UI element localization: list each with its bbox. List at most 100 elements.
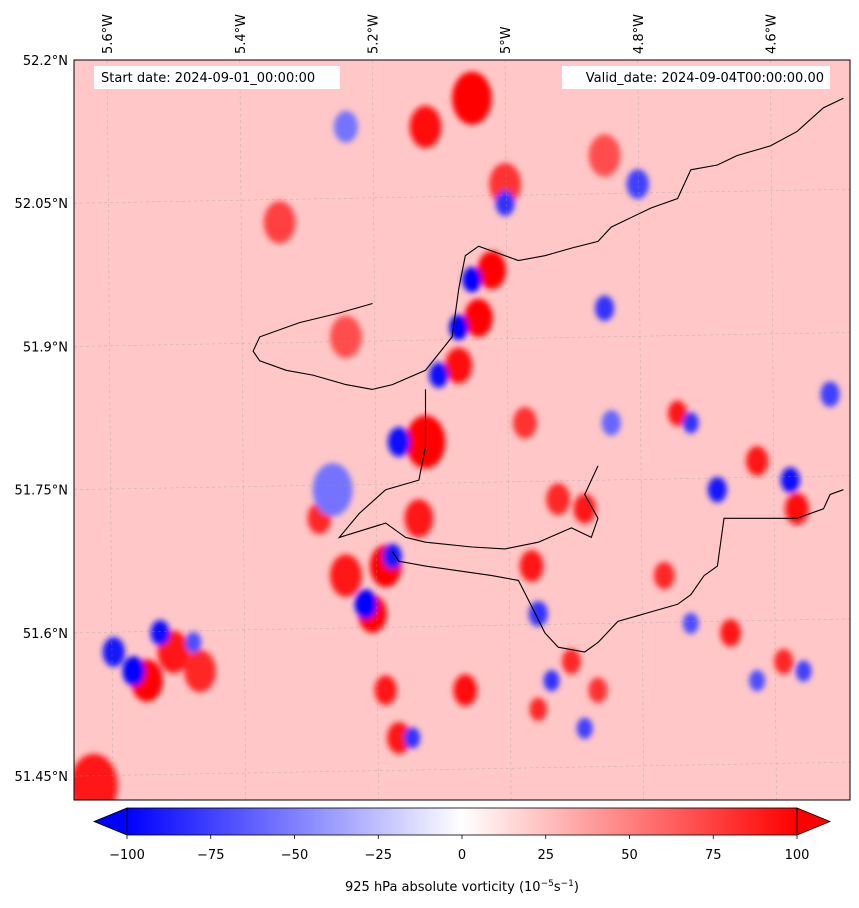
lat-tick-label: 51.6°N	[23, 627, 68, 642]
colorbar-tick-label: −25	[365, 848, 392, 863]
longitude-tick-labels: 5.6°W 5.4°W 5.2°W 5°W 4.8°W 4.6°W	[101, 14, 779, 54]
positive-vorticity-patch	[529, 697, 548, 721]
colorbar-tick-label: −75	[197, 848, 224, 863]
negative-vorticity-patch	[102, 637, 125, 667]
positive-vorticity-patch	[774, 648, 794, 675]
colorbar-tick-label: −100	[109, 848, 145, 863]
colorbar-tick-label: −50	[281, 848, 308, 863]
positive-vorticity-patch	[588, 134, 621, 177]
colorbar-tick-label: 75	[705, 848, 722, 863]
lon-tick-label: 5.4°W	[234, 14, 249, 54]
negative-vorticity-patch	[429, 362, 449, 388]
positive-vorticity-patch	[404, 499, 434, 538]
positive-vorticity-patch	[519, 550, 544, 582]
negative-vorticity-patch	[185, 631, 202, 654]
colorbar-title-exp1: −5	[541, 879, 554, 889]
negative-vorticity-patch	[333, 110, 358, 143]
negative-vorticity-patch	[626, 169, 649, 199]
coastline	[252, 302, 373, 390]
negative-vorticity-patch	[462, 266, 482, 293]
latitude-tick-labels: 52.2°N 52.05°N 51.9°N 51.75°N 51.6°N 51.45°N	[15, 54, 68, 785]
positive-vorticity-patch	[453, 674, 478, 707]
negative-vorticity-patch	[682, 412, 699, 434]
colorbar-tick-label: 0	[458, 848, 466, 863]
lat-tick-label: 52.05°N	[15, 197, 68, 212]
colorbar-extend-max	[796, 807, 832, 836]
map-area	[74, 60, 850, 800]
positive-vorticity-patch	[561, 648, 581, 675]
negative-vorticity-patch	[543, 670, 560, 692]
positive-vorticity-patch	[785, 492, 809, 525]
colorbar-title-exp2: −1	[561, 879, 574, 889]
negative-vorticity-patch	[601, 410, 621, 436]
positive-vorticity-patch	[653, 561, 675, 590]
positive-vorticity-patch	[263, 201, 296, 244]
positive-vorticity-patch	[374, 675, 397, 706]
negative-vorticity-patch	[820, 381, 840, 407]
colorbar-title-unit: s	[554, 880, 561, 895]
positive-vorticity-patch	[330, 554, 362, 597]
positive-vorticity-patch	[184, 649, 216, 693]
colorbar-title-close: )	[574, 880, 579, 895]
colorbar-title-main: 925 hPa absolute vorticity (10	[345, 880, 541, 895]
positive-vorticity-patch	[588, 677, 608, 703]
positive-vorticity-patch	[452, 71, 492, 125]
negative-vorticity-patch	[528, 601, 548, 627]
positive-vorticity-patch	[477, 250, 507, 290]
positive-vorticity-patch	[489, 162, 522, 206]
positive-vorticity-patch	[330, 315, 362, 359]
colorbar-tick-label: 100	[785, 848, 810, 863]
info-boxes: Start date: 2024-09-01_00:00:00 Valid_da…	[94, 66, 830, 89]
valid-date-label: Valid_date: 2024-09-04T00:00:00.00	[586, 71, 824, 86]
negative-vorticity-patch	[707, 476, 727, 503]
negative-vorticity-patch	[404, 727, 421, 749]
negative-vorticity-patch	[780, 467, 800, 493]
colorbar-extend-min	[92, 807, 128, 836]
positive-vorticity-patch	[668, 400, 688, 427]
negative-vorticity-patch	[354, 589, 377, 620]
lon-tick-label: 4.8°W	[632, 14, 647, 54]
negative-vorticity-patch	[495, 190, 515, 216]
coastline	[337, 389, 599, 550]
positive-vorticity-patch	[720, 619, 741, 647]
start-date-box	[94, 66, 340, 89]
negative-vorticity-patch	[122, 656, 145, 686]
positive-vorticity-patch	[746, 446, 769, 476]
negative-vorticity-patch	[595, 295, 615, 321]
positive-vorticity-patch	[464, 298, 493, 337]
negative-vorticity-patch	[576, 717, 593, 739]
colorbar-tick-label: 25	[537, 848, 554, 863]
lat-tick-label: 51.45°N	[15, 770, 68, 785]
colorbar: −100 −75 −50 −25 0 25 50 75 100 925 hPa absolute…	[92, 807, 832, 895]
negative-vorticity-patch	[382, 543, 402, 570]
lon-tick-label: 5°W	[499, 26, 514, 54]
valid-date-box	[562, 66, 830, 89]
negative-vorticity-patch	[749, 670, 766, 692]
negative-vorticity-patch	[795, 660, 812, 682]
positive-vorticity-patch	[409, 105, 442, 149]
lat-tick-label: 51.75°N	[15, 484, 68, 499]
coastline	[372, 97, 844, 390]
lat-tick-label: 52.2°N	[23, 54, 68, 69]
lon-tick-label: 5.6°W	[101, 14, 116, 54]
coastline	[391, 489, 844, 653]
negative-vorticity-patch	[387, 427, 411, 457]
positive-vorticity-patch	[546, 483, 571, 516]
positive-vorticity-patch	[387, 722, 411, 754]
positive-vorticity-patch	[74, 753, 118, 800]
negative-vorticity-patch	[682, 612, 699, 634]
colorbar-gradient	[127, 808, 797, 835]
negative-vorticity-patch	[150, 620, 170, 646]
colorbar-tick-label: 50	[621, 848, 638, 863]
coastlines	[252, 97, 844, 653]
colorbar-title: 925 hPa absolute vorticity (10−5s−1)	[345, 879, 579, 895]
positive-vorticity-patch	[573, 493, 596, 524]
map-frame	[73, 59, 851, 801]
lon-tick-label: 5.2°W	[366, 14, 381, 54]
start-date-label: Start date: 2024-09-01_00:00:00	[101, 71, 315, 86]
negative-vorticity-patch	[312, 463, 353, 517]
lon-tick-label: 4.6°W	[764, 14, 779, 54]
positive-vorticity-patch	[513, 406, 537, 439]
positive-vorticity-patch	[445, 347, 473, 384]
